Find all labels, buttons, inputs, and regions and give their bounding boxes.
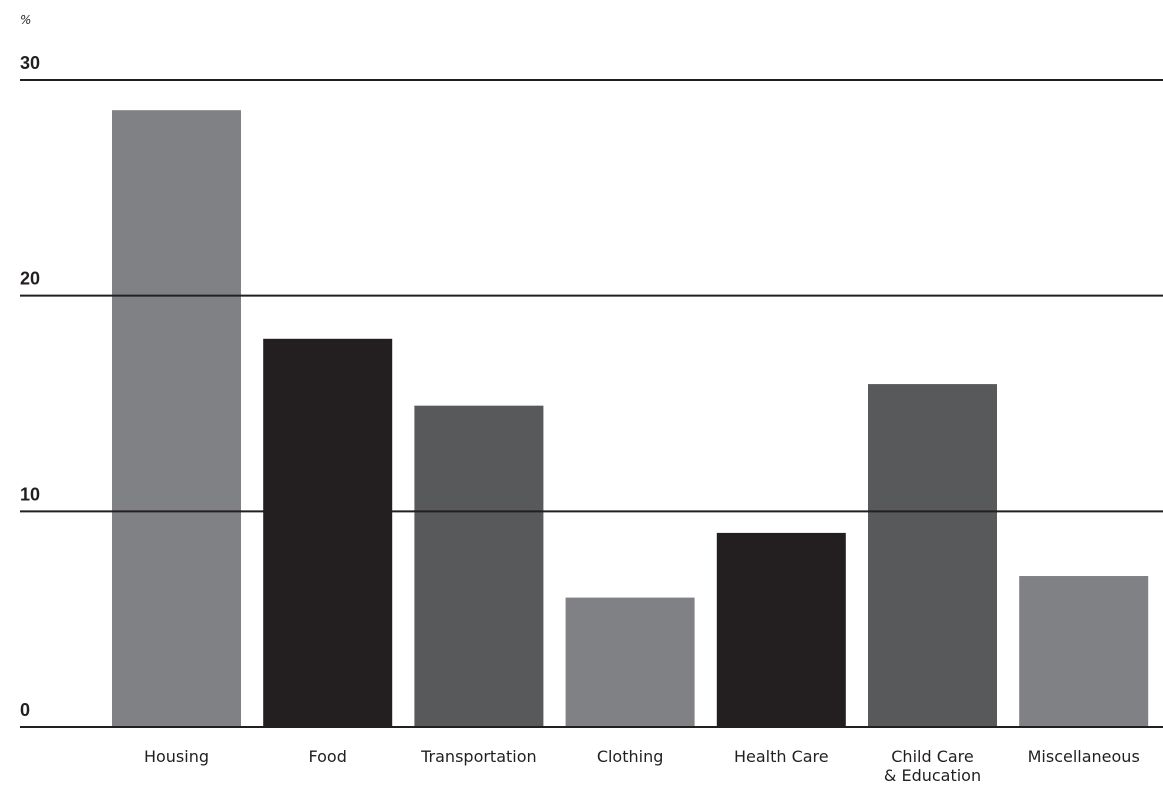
- category-label-3: Clothing: [597, 747, 664, 766]
- category-label-line: Miscellaneous: [1028, 747, 1140, 766]
- category-label-4: Health Care: [734, 747, 829, 766]
- y-tick-label-10: 10: [20, 484, 40, 504]
- gridlines: [20, 79, 1163, 728]
- y-axis-unit-label: %: [20, 13, 31, 27]
- bars: [112, 110, 1149, 727]
- category-label-line: Housing: [144, 747, 209, 766]
- y-tick-label-20: 20: [20, 269, 40, 289]
- y-tick-label-30: 30: [20, 53, 40, 73]
- category-label-2: Transportation: [420, 747, 537, 766]
- category-label-line: Food: [309, 747, 347, 766]
- bar-4: [716, 532, 846, 727]
- bar-6: [1019, 576, 1149, 727]
- bar-5: [868, 384, 997, 727]
- category-label-line: & Education: [884, 766, 981, 785]
- bar-2: [414, 405, 544, 727]
- category-label-6: Miscellaneous: [1028, 747, 1140, 766]
- category-label-1: Food: [309, 747, 347, 766]
- bar-0: [112, 110, 241, 727]
- category-label-0: Housing: [144, 747, 209, 766]
- y-tick-label-0: 0: [20, 700, 30, 720]
- bar-1: [263, 338, 393, 727]
- category-label-5: Child Care & Education: [884, 747, 981, 785]
- category-label-line: Child Care: [891, 747, 974, 766]
- category-label-line: Clothing: [597, 747, 664, 766]
- category-labels: Housing Food Transportation Clothing Health …: [144, 747, 1140, 785]
- y-tick-labels: 0 10 20 30: [20, 53, 40, 720]
- bar-3: [565, 597, 695, 727]
- category-label-line: Health Care: [734, 747, 829, 766]
- category-label-line: Transportation: [420, 747, 537, 766]
